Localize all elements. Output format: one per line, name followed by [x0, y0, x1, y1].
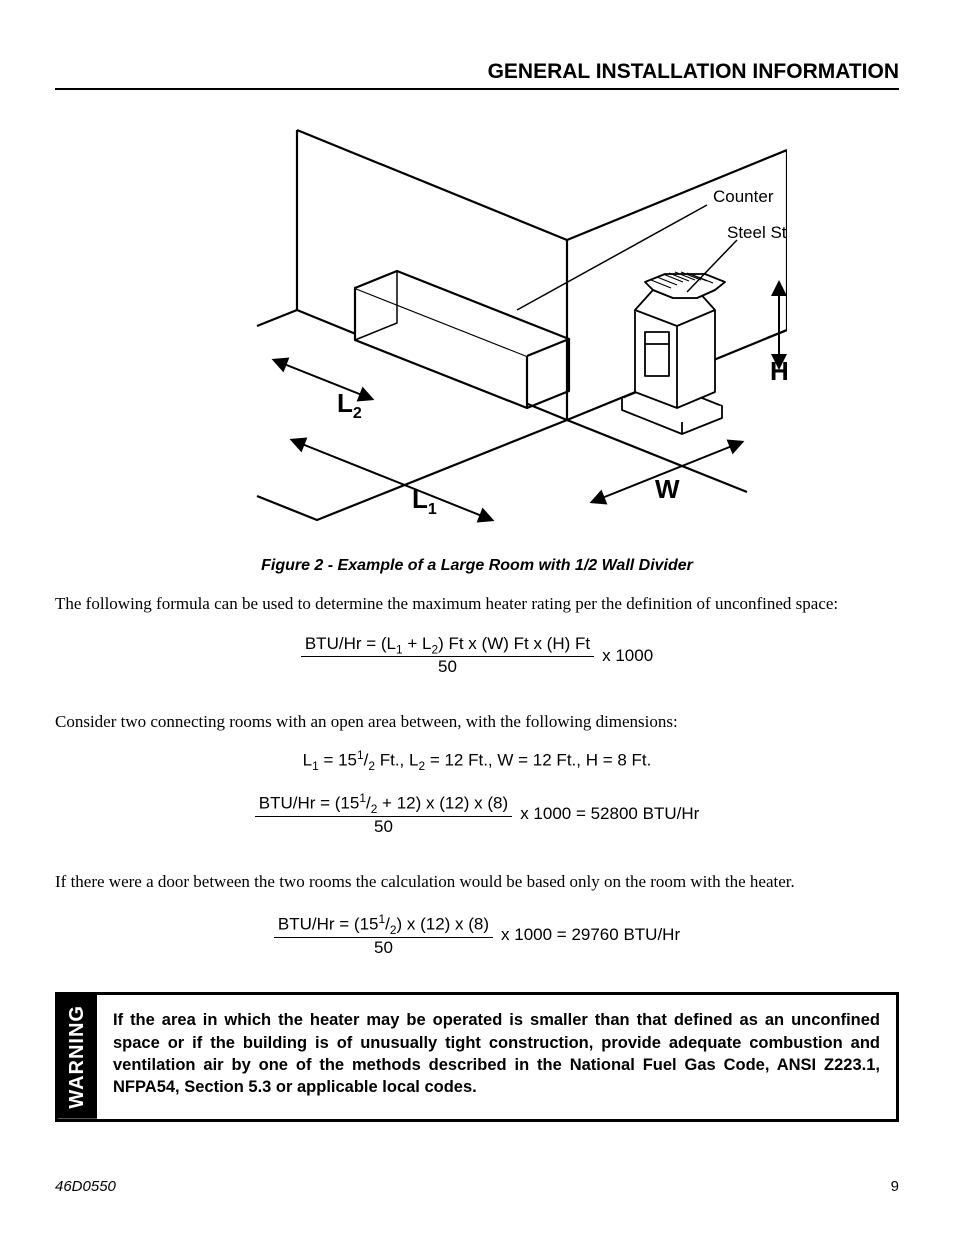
warning-text: If the area in which the heater may be o… [97, 995, 896, 1119]
warning-label: WARNING [58, 995, 97, 1119]
warning-box: WARNING If the area in which the heater … [55, 992, 899, 1122]
label-stove: Steel Stove [727, 223, 787, 242]
formula-generic: BTU/Hr = (L1 + L2) Ft x (W) Ft x (H) Ft … [55, 634, 899, 677]
formula-example-1: BTU/Hr = (151/2 + 12) x (12) x (8) 50 x … [55, 791, 899, 837]
label-counter: Counter [713, 187, 774, 206]
diagram-svg: Counter Steel Stove L2 L1 W H [167, 110, 787, 540]
svg-text:L1: L1 [412, 484, 437, 518]
section-header: GENERAL INSTALLATION INFORMATION [55, 60, 899, 90]
para-door: If there were a door between the two roo… [55, 871, 899, 894]
label-h: H [770, 356, 787, 386]
para-intro: The following formula can be used to det… [55, 593, 899, 616]
figure-caption: Figure 2 - Example of a Large Room with … [55, 557, 899, 575]
page-number: 9 [891, 1178, 899, 1195]
page-footer: 46D0550 9 [55, 1178, 899, 1195]
para-consider: Consider two connecting rooms with an op… [55, 711, 899, 734]
dimensions-line: L1 = 151/2 Ft., L2 = 12 Ft., W = 12 Ft.,… [55, 748, 899, 773]
doc-number: 46D0550 [55, 1178, 116, 1195]
room-diagram: Counter Steel Stove L2 L1 W H [55, 110, 899, 545]
formula-example-2: BTU/Hr = (151/2) x (12) x (8) 50 x 1000 … [55, 912, 899, 958]
label-w: W [655, 474, 680, 504]
